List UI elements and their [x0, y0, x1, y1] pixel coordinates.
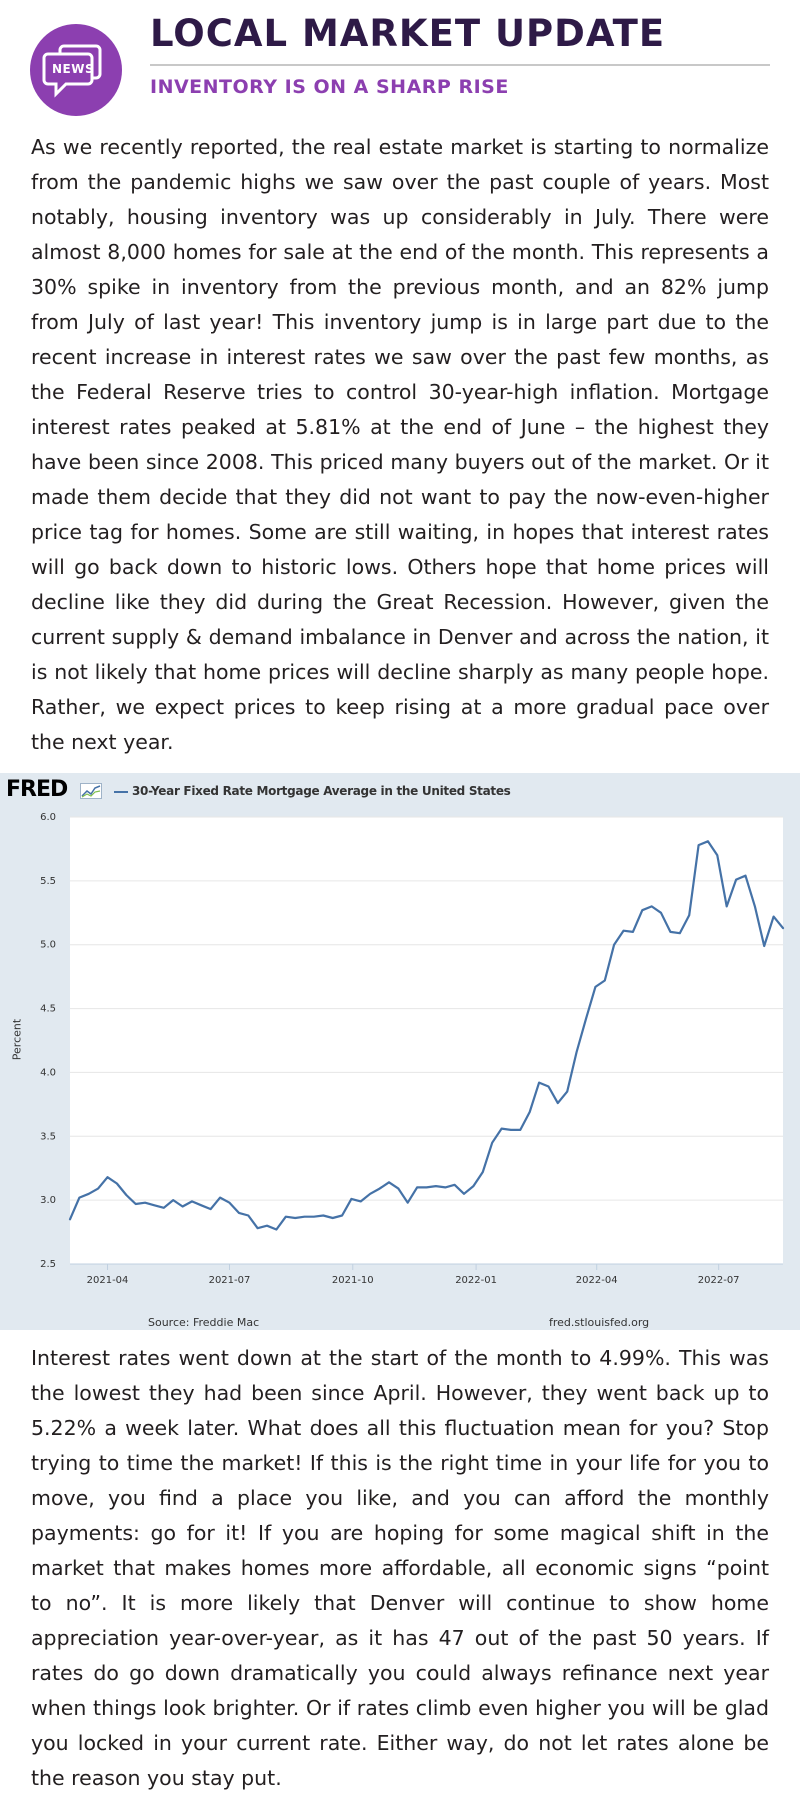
body-paragraph-conclusion: Interest rates went down at the start of… — [31, 1346, 769, 1790]
x-tick-label: 2022-04 — [576, 1275, 618, 1286]
chart-source-url: fred.stlouisfed.org — [549, 1316, 650, 1329]
line-chart-icon — [80, 783, 102, 799]
body-paragraph-intro: As we recently reported, the real estate… — [31, 135, 769, 754]
y-tick-label: 2.5 — [40, 1259, 56, 1270]
x-tick-label: 2021-10 — [332, 1275, 374, 1286]
x-tick-label: 2021-07 — [209, 1275, 251, 1286]
chart-panel: FRED 30-Year Fixed Rate Mortgage Average… — [0, 773, 800, 1330]
title-divider — [150, 64, 770, 66]
x-tick-label: 2022-07 — [698, 1275, 740, 1286]
fred-logo: FRED — [6, 777, 68, 802]
x-tick-label: 2021-04 — [87, 1275, 129, 1286]
y-axis-title: Percent — [10, 1018, 24, 1061]
legend-swatch — [114, 791, 128, 793]
mortgage-rate-chart: 2.5 3.0 3.5 4.0 4.5 5.0 5.5 6.0 2021-04 2021-07 20… — [40, 812, 785, 1286]
y-tick-label: 6.0 — [40, 812, 56, 823]
news-badge: NEWS — [30, 24, 122, 116]
page-title: LOCAL MARKET UPDATE — [150, 12, 666, 55]
page-subtitle: INVENTORY IS ON A SHARP RISE — [150, 76, 509, 98]
y-tick-label: 5.0 — [40, 940, 56, 951]
y-tick-label: 4.5 — [40, 1004, 56, 1015]
legend-label: 30-Year Fixed Rate Mortgage Average in t… — [132, 784, 511, 798]
news-badge-label: NEWS — [52, 62, 95, 76]
x-tick-label: 2022-01 — [455, 1275, 497, 1286]
header: NEWS LOCAL MARKET UPDATE INVENTORY IS ON… — [0, 0, 800, 120]
y-tick-label: 3.0 — [40, 1195, 56, 1206]
y-tick-label: 4.0 — [40, 1067, 56, 1078]
y-tick-label: 3.5 — [40, 1131, 56, 1142]
plot-area — [70, 817, 783, 1264]
news-icon — [42, 44, 102, 98]
series-line-mortgage-rate — [68, 840, 785, 1231]
y-tick-label: 5.5 — [40, 876, 56, 887]
chart-source: Source: Freddie Mac — [148, 1316, 260, 1329]
